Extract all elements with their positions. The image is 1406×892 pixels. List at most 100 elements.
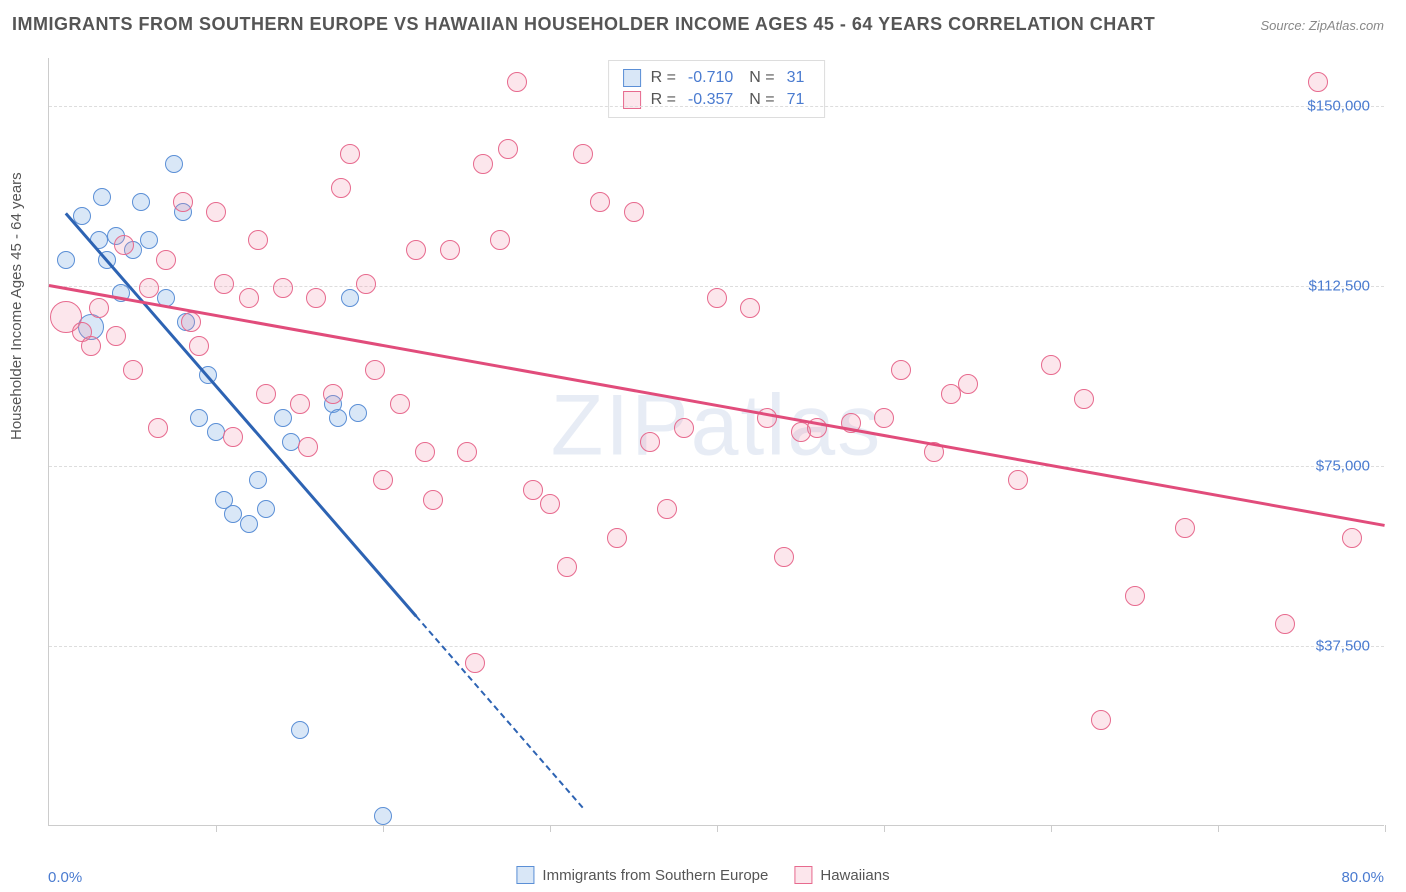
source-label: Source: ZipAtlas.com: [1260, 18, 1384, 33]
data-point: [89, 298, 109, 318]
data-point: [540, 494, 560, 514]
data-point: [140, 231, 158, 249]
data-point: [329, 409, 347, 427]
data-point: [406, 240, 426, 260]
data-point: [365, 360, 385, 380]
data-point: [239, 288, 259, 308]
r-label-1: R =: [651, 69, 676, 87]
data-point: [57, 251, 75, 269]
legend-row-1: R = -0.710 N = 31: [623, 67, 811, 89]
x-tick: [216, 825, 217, 832]
data-point: [173, 192, 193, 212]
data-point: [123, 360, 143, 380]
data-point: [1041, 355, 1061, 375]
data-point: [298, 437, 318, 457]
data-point: [224, 505, 242, 523]
x-tick: [717, 825, 718, 832]
plot-area: ZIPatlas R = -0.710 N = 31 R = -0.357 N …: [48, 58, 1384, 826]
r-value-1: -0.710: [688, 69, 733, 87]
data-point: [114, 235, 134, 255]
data-point: [274, 409, 292, 427]
data-point: [81, 336, 101, 356]
data-point: [415, 442, 435, 462]
x-tick: [884, 825, 885, 832]
data-point: [465, 653, 485, 673]
data-point: [874, 408, 894, 428]
data-point: [640, 432, 660, 452]
data-point: [1342, 528, 1362, 548]
data-point: [958, 374, 978, 394]
swatch-series-1: [623, 69, 641, 87]
data-point: [1074, 389, 1094, 409]
data-point: [248, 230, 268, 250]
y-tick-label: $150,000: [1307, 98, 1370, 115]
data-point: [181, 312, 201, 332]
data-point: [1175, 518, 1195, 538]
data-point: [290, 394, 310, 414]
data-point: [473, 154, 493, 174]
data-point: [257, 500, 275, 518]
data-point: [374, 807, 392, 825]
legend-correlation: R = -0.710 N = 31 R = -0.357 N = 71: [608, 60, 826, 118]
data-point: [1091, 710, 1111, 730]
data-point: [490, 230, 510, 250]
x-axis-min-label: 0.0%: [48, 869, 82, 886]
y-tick-label: $37,500: [1316, 638, 1370, 655]
data-point: [891, 360, 911, 380]
data-point: [273, 278, 293, 298]
data-point: [557, 557, 577, 577]
data-point: [523, 480, 543, 500]
trend-line-extrapolated: [416, 615, 585, 808]
x-axis-max-label: 80.0%: [1341, 869, 1384, 886]
swatch-bottom-2: [794, 866, 812, 884]
data-point: [189, 336, 209, 356]
data-point: [323, 384, 343, 404]
data-point: [507, 72, 527, 92]
data-point: [132, 193, 150, 211]
data-point: [306, 288, 326, 308]
data-point: [774, 547, 794, 567]
gridline: [49, 106, 1384, 107]
data-point: [1308, 72, 1328, 92]
data-point: [340, 144, 360, 164]
data-point: [148, 418, 168, 438]
data-point: [707, 288, 727, 308]
chart-title: IMMIGRANTS FROM SOUTHERN EUROPE VS HAWAI…: [12, 14, 1155, 35]
data-point: [390, 394, 410, 414]
data-point: [1125, 586, 1145, 606]
legend-label-2: Hawaiians: [820, 867, 889, 884]
data-point: [607, 528, 627, 548]
x-tick: [1051, 825, 1052, 832]
n-label-1: N =: [749, 69, 774, 87]
swatch-bottom-1: [516, 866, 534, 884]
data-point: [440, 240, 460, 260]
data-point: [498, 139, 518, 159]
n-value-1: 31: [787, 69, 805, 87]
y-tick-label: $112,500: [1309, 278, 1370, 295]
data-point: [331, 178, 351, 198]
legend-item-1: Immigrants from Southern Europe: [516, 866, 768, 884]
x-tick: [383, 825, 384, 832]
data-point: [223, 427, 243, 447]
data-point: [674, 418, 694, 438]
data-point: [657, 499, 677, 519]
data-point: [624, 202, 644, 222]
data-point: [356, 274, 376, 294]
legend-row-2: R = -0.357 N = 71: [623, 89, 811, 111]
data-point: [423, 490, 443, 510]
y-axis-title: Householder Income Ages 45 - 64 years: [8, 172, 25, 440]
data-point: [341, 289, 359, 307]
data-point: [291, 721, 309, 739]
data-point: [573, 144, 593, 164]
data-point: [590, 192, 610, 212]
legend-series: Immigrants from Southern Europe Hawaiian…: [516, 866, 889, 884]
data-point: [206, 202, 226, 222]
data-point: [249, 471, 267, 489]
trend-line: [49, 284, 1385, 526]
x-tick: [1218, 825, 1219, 832]
data-point: [373, 470, 393, 490]
data-point: [190, 409, 208, 427]
y-tick-label: $75,000: [1316, 458, 1370, 475]
data-point: [457, 442, 477, 462]
data-point: [165, 155, 183, 173]
